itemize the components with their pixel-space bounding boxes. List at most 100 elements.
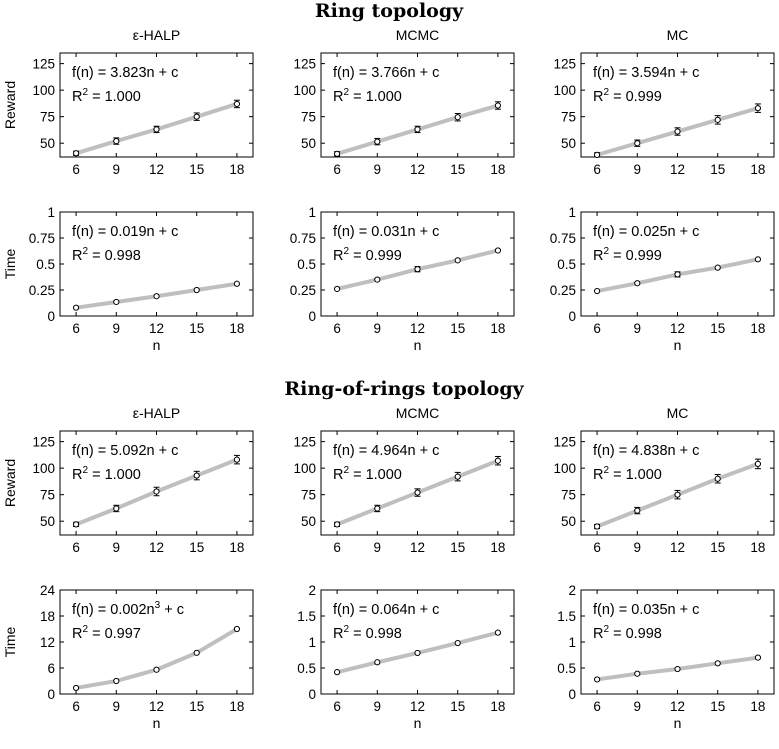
data-point (593, 287, 601, 295)
x-tick-label: 6 (333, 321, 341, 336)
y-tick-label: 0 (568, 687, 576, 702)
x-tick-label: 9 (113, 162, 121, 177)
data-point (494, 247, 502, 254)
x-tick-label: 6 (72, 162, 80, 177)
data-point (72, 684, 80, 692)
y-tick-label: 125 (553, 57, 576, 72)
x-tick-label: 6 (593, 162, 601, 177)
y-tick-label: 1.5 (557, 609, 576, 624)
x-tick-label: 6 (593, 321, 601, 336)
x-tick-label: 12 (670, 699, 685, 714)
data-point (193, 649, 200, 656)
plot-area (580, 52, 775, 158)
data-point (494, 457, 502, 464)
y-tick-label: 0.5 (36, 257, 55, 272)
x-axis-label: n (674, 715, 682, 731)
x-tick-label: 9 (374, 699, 382, 714)
x-axis-label: n (414, 337, 422, 353)
chart-panel-7: ε-HALP Reward 6 9 12 15 18 50 75 100 125 f(n) = 5.0… (2, 405, 254, 555)
fit-equation: f(n) = 0.019n + c (72, 224, 178, 240)
r-squared: R2 = 0.998 (593, 624, 662, 642)
y-tick-label: 125 (553, 435, 576, 450)
fit-equation: f(n) = 3.766n + c (333, 65, 439, 81)
data-point (233, 456, 241, 463)
chart-panel-10: Time n 6 9 12 15 18 0 6 12 18 24 f(n) = 0.002n3 + c R… (2, 583, 254, 731)
x-tick-label: 18 (490, 321, 505, 336)
x-tick-label: 9 (113, 540, 121, 555)
x-tick-label: 15 (189, 540, 204, 555)
x-tick-label: 9 (374, 321, 382, 336)
x-tick-label: 12 (410, 540, 425, 555)
data-point (454, 114, 461, 121)
x-tick-label: 9 (634, 162, 642, 177)
data-point (494, 102, 502, 109)
x-tick-label: 6 (72, 699, 80, 714)
y-tick-label: 100 (32, 461, 55, 476)
x-tick-label: 15 (710, 540, 725, 555)
y-tick-label: 75 (301, 488, 316, 503)
y-axis-label: Reward (2, 81, 18, 129)
data-point (333, 150, 341, 157)
plot-area (59, 589, 254, 695)
data-point (674, 271, 681, 278)
r-squared: R2 = 0.998 (72, 246, 141, 264)
x-tick-label: 9 (113, 321, 121, 336)
fit-equation: f(n) = 4.838n + c (593, 443, 699, 459)
y-tick-label: 0.25 (290, 283, 316, 298)
data-point (634, 670, 641, 677)
chart-panel-3: MC 6 9 12 15 18 50 75 100 125 f(n) = 3.594n + c R2 … (553, 27, 775, 177)
x-tick-label: 12 (410, 699, 425, 714)
data-point (72, 304, 80, 311)
y-tick-label: 0.5 (297, 661, 316, 676)
y-tick-label: 0.5 (557, 257, 576, 272)
y-tick-label: 50 (301, 136, 316, 151)
y-tick-label: 18 (40, 609, 55, 624)
panel-title: MCMC (396, 405, 440, 421)
y-tick-label: 6 (47, 661, 55, 676)
x-tick-label: 12 (149, 321, 164, 336)
x-tick-label: 18 (750, 162, 765, 177)
y-tick-label: 1.5 (297, 609, 316, 624)
fit-equation: f(n) = 3.823n + c (72, 65, 178, 81)
data-point (193, 113, 200, 120)
data-point (674, 128, 681, 135)
data-point (634, 507, 641, 514)
y-tick-label: 24 (40, 583, 56, 598)
data-point (674, 491, 681, 498)
y-tick-label: 75 (301, 110, 316, 125)
y-tick-label: 1 (47, 205, 55, 220)
x-tick-label: 15 (189, 321, 204, 336)
x-axis-label: n (414, 715, 422, 731)
x-tick-label: 18 (490, 540, 505, 555)
x-tick-label: 9 (634, 321, 642, 336)
data-point (233, 100, 241, 108)
y-tick-label: 0 (308, 309, 316, 324)
y-tick-label: 125 (32, 57, 55, 72)
data-point (333, 521, 341, 528)
data-point (374, 138, 381, 145)
data-point (153, 666, 160, 673)
y-tick-label: 0 (47, 687, 55, 702)
plot-area (580, 430, 775, 536)
fit-equation: f(n) = 0.025n + c (593, 224, 699, 240)
x-tick-label: 6 (333, 699, 341, 714)
x-tick-label: 6 (333, 162, 341, 177)
x-tick-label: 9 (634, 540, 642, 555)
chart-panel-8: MCMC 6 9 12 15 18 50 75 100 125 f(n) = 4.964n + c R… (293, 405, 515, 555)
y-tick-label: 12 (40, 635, 55, 650)
data-point (374, 276, 381, 283)
data-point (193, 286, 200, 294)
plot-area (320, 589, 515, 695)
data-point (374, 505, 381, 512)
y-tick-label: 125 (32, 435, 55, 450)
x-tick-label: 9 (634, 699, 642, 714)
data-point (113, 298, 120, 306)
x-tick-label: 12 (149, 162, 164, 177)
data-point (714, 264, 721, 271)
y-tick-label: 0 (308, 687, 316, 702)
data-point (113, 505, 120, 512)
fit-equation: f(n) = 3.594n + c (593, 65, 699, 81)
r-squared: R2 = 0.999 (333, 246, 402, 264)
data-point (414, 266, 421, 273)
fit-equation: f(n) = 4.964n + c (333, 443, 439, 459)
